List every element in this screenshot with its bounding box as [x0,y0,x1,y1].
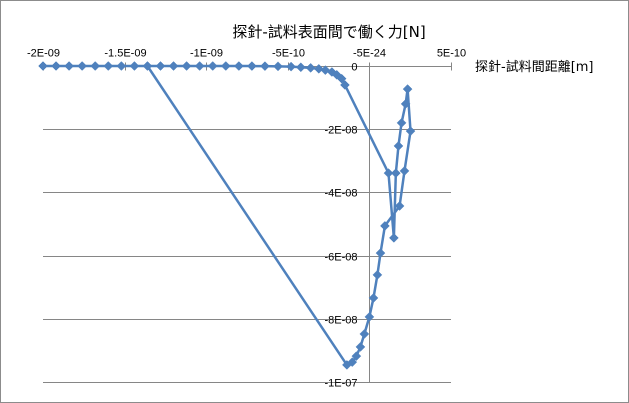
data-point [368,293,379,303]
chart-title: 探針-試料表面間で働く力[N] [232,23,425,41]
y-tick-label: -2E-08 [324,125,357,137]
y-axis: 0 -2E-08 -4E-08 -6E-08 -8E-08 -1E-07 [324,62,374,390]
data-point [351,351,362,361]
data-point [383,168,394,178]
data-point [273,61,283,72]
data-point [51,61,61,71]
x-tick-label: 5E-10 [437,48,466,60]
data-point [355,342,366,352]
x-tick-label: -2E-09 [27,48,60,60]
data-point [260,61,270,72]
data-point [393,141,404,151]
data-point [296,62,306,73]
data-point [286,61,296,72]
data-point [305,63,316,73]
data-point [168,61,179,71]
data-point [90,61,101,71]
data-point [389,233,399,243]
data-point [64,61,74,71]
data-point [402,84,413,94]
data-point [405,126,416,136]
data-point [142,61,153,71]
data-point [233,61,244,71]
data-point [400,99,411,109]
data-point [359,329,370,339]
data-point [207,61,218,71]
data-point [181,61,192,71]
data-point [116,61,127,71]
data-point [129,61,140,71]
data-point [247,61,257,71]
y-tick-label: -1E-07 [324,378,357,390]
data-point [77,61,88,71]
data-point [375,248,386,258]
x-tick-label: -5E-24 [353,48,386,60]
data-point [313,63,324,74]
y-tick-label: -6E-08 [324,252,357,264]
data-point [220,61,231,71]
data-point [194,61,205,71]
data-point [380,221,390,231]
data-point [155,61,166,71]
x-tick-label: -1.5E-09 [104,48,146,60]
data-point [396,118,407,128]
data-point [342,360,352,370]
data-point [364,312,375,322]
x-axis-title: 探針-試料間距離[m] [475,59,594,75]
data-point [372,270,383,280]
y-tick-label: -4E-08 [324,188,357,200]
data-point [38,61,48,71]
data-point [394,201,405,211]
data-point [103,61,114,71]
y-tick-label: -8E-08 [324,315,357,327]
data-point [340,80,350,90]
series [38,61,416,370]
x-tick-label: -5E-10 [272,48,305,60]
data-point [390,168,401,178]
gridlines [43,129,451,383]
y-tick-label: 0 [351,62,357,74]
data-point [399,166,410,176]
data-point [336,73,347,84]
x-tick-label: -1E-09 [190,48,223,60]
